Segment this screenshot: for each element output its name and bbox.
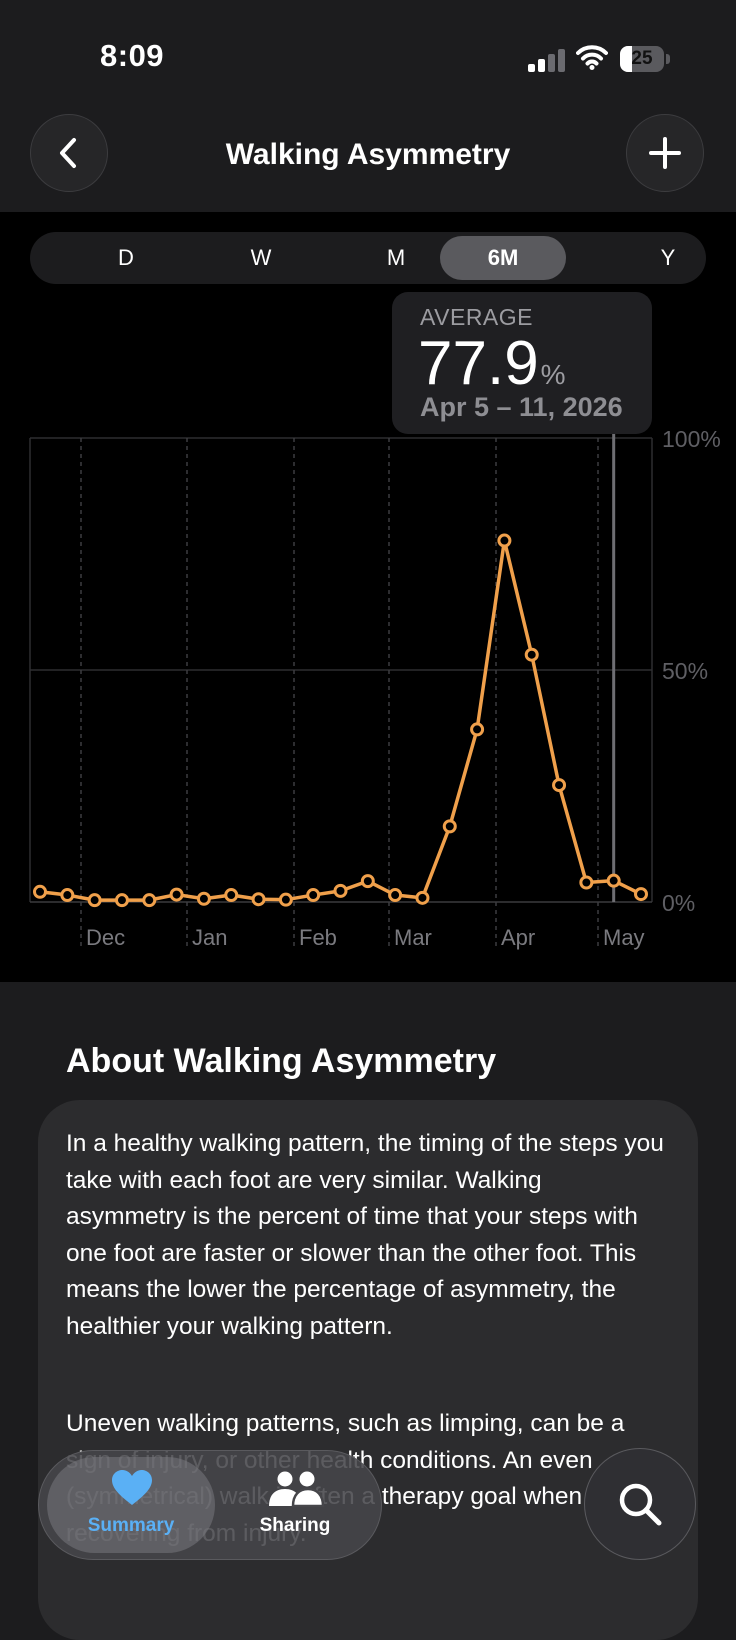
- data-point: [251, 892, 266, 907]
- data-point: [497, 533, 512, 548]
- data-point: [114, 893, 129, 908]
- tooltip-label: AVERAGE: [420, 304, 533, 330]
- data-point: [333, 883, 348, 898]
- data-point: [169, 887, 184, 902]
- time-range-selector: D W M 6M Y: [30, 232, 706, 284]
- data-point: [306, 888, 321, 903]
- chart-area: 100% 50% 0% Dec Jan Feb Mar Apr May D W M 6M Y A…: [0, 212, 736, 982]
- data-point: [142, 893, 157, 908]
- y-tick-label: 50%: [662, 658, 708, 684]
- segment-6-months[interactable]: 6M: [440, 236, 566, 280]
- data-point: [87, 893, 102, 908]
- data-point: [634, 887, 648, 902]
- tooltip-value: 77.9%: [418, 328, 566, 399]
- y-tick-label: 0%: [662, 890, 695, 916]
- segment-week[interactable]: W: [250, 245, 272, 270]
- add-data-button[interactable]: [626, 114, 704, 192]
- tab-summary[interactable]: Summary: [47, 1457, 215, 1553]
- segment-year[interactable]: Y: [660, 245, 676, 270]
- data-point: [388, 888, 403, 903]
- tab-sharing-label: Sharing: [259, 1515, 331, 1536]
- plus-icon: [649, 137, 681, 169]
- y-tick-label: 100%: [662, 426, 721, 452]
- chevron-left-icon: [60, 138, 76, 168]
- status-bar: 8:09 25: [0, 0, 736, 110]
- about-title: About Walking Asymmetry: [66, 1042, 497, 1080]
- tab-summary-label: Summary: [87, 1515, 175, 1536]
- data-point: [60, 888, 75, 903]
- x-tick-label: May: [603, 925, 645, 950]
- segment-day[interactable]: D: [118, 245, 134, 270]
- segment-month[interactable]: M: [386, 245, 406, 270]
- selection-tooltip: AVERAGE 77.9% Apr 5 – 11, 2026: [392, 292, 652, 434]
- tooltip-number: 77.9: [418, 329, 539, 398]
- people-icon: [269, 1471, 325, 1507]
- heart-icon: [112, 1470, 152, 1505]
- x-tick-label: Feb: [299, 925, 337, 950]
- nav-bar: Walking Asymmetry: [0, 110, 736, 212]
- x-tick-label: Jan: [192, 925, 227, 950]
- cellular-signal-icon: [528, 48, 566, 72]
- data-point: [33, 884, 47, 899]
- status-time: 8:09: [100, 38, 165, 73]
- battery-tip: [666, 54, 670, 64]
- battery-level: 25: [631, 48, 653, 69]
- back-button[interactable]: [30, 114, 108, 192]
- tooltip-unit: %: [540, 359, 566, 390]
- x-tick-label: Mar: [394, 925, 432, 950]
- data-point: [470, 722, 485, 737]
- search-icon: [619, 1483, 662, 1526]
- data-point: [415, 890, 430, 905]
- series-line: [39, 538, 642, 902]
- x-tick-label: Apr: [501, 925, 535, 950]
- walking-asymmetry-chart[interactable]: 100% 50% 0% Dec Jan Feb Mar Apr May: [0, 212, 736, 982]
- data-point: [278, 892, 293, 907]
- data-point: [442, 819, 457, 834]
- battery-icon: 25: [620, 46, 664, 72]
- about-paragraph-1: In a healthy walking pattern, the timing…: [66, 1130, 664, 1340]
- search-button[interactable]: [584, 1448, 696, 1560]
- data-point: [524, 647, 539, 662]
- wifi-icon: [576, 45, 608, 70]
- x-tick-label: Dec: [86, 925, 125, 950]
- tab-bar: Summary Sharing: [38, 1450, 382, 1560]
- tooltip-date-range: Apr 5 – 11, 2026: [420, 392, 623, 422]
- data-point: [552, 778, 567, 793]
- page-title: Walking Asymmetry: [225, 138, 511, 171]
- tab-sharing[interactable]: Sharing: [217, 1457, 373, 1553]
- data-point: [579, 875, 594, 890]
- data-point: [196, 891, 211, 906]
- data-point: [224, 888, 239, 903]
- data-point: [606, 873, 621, 888]
- data-point: [360, 874, 375, 889]
